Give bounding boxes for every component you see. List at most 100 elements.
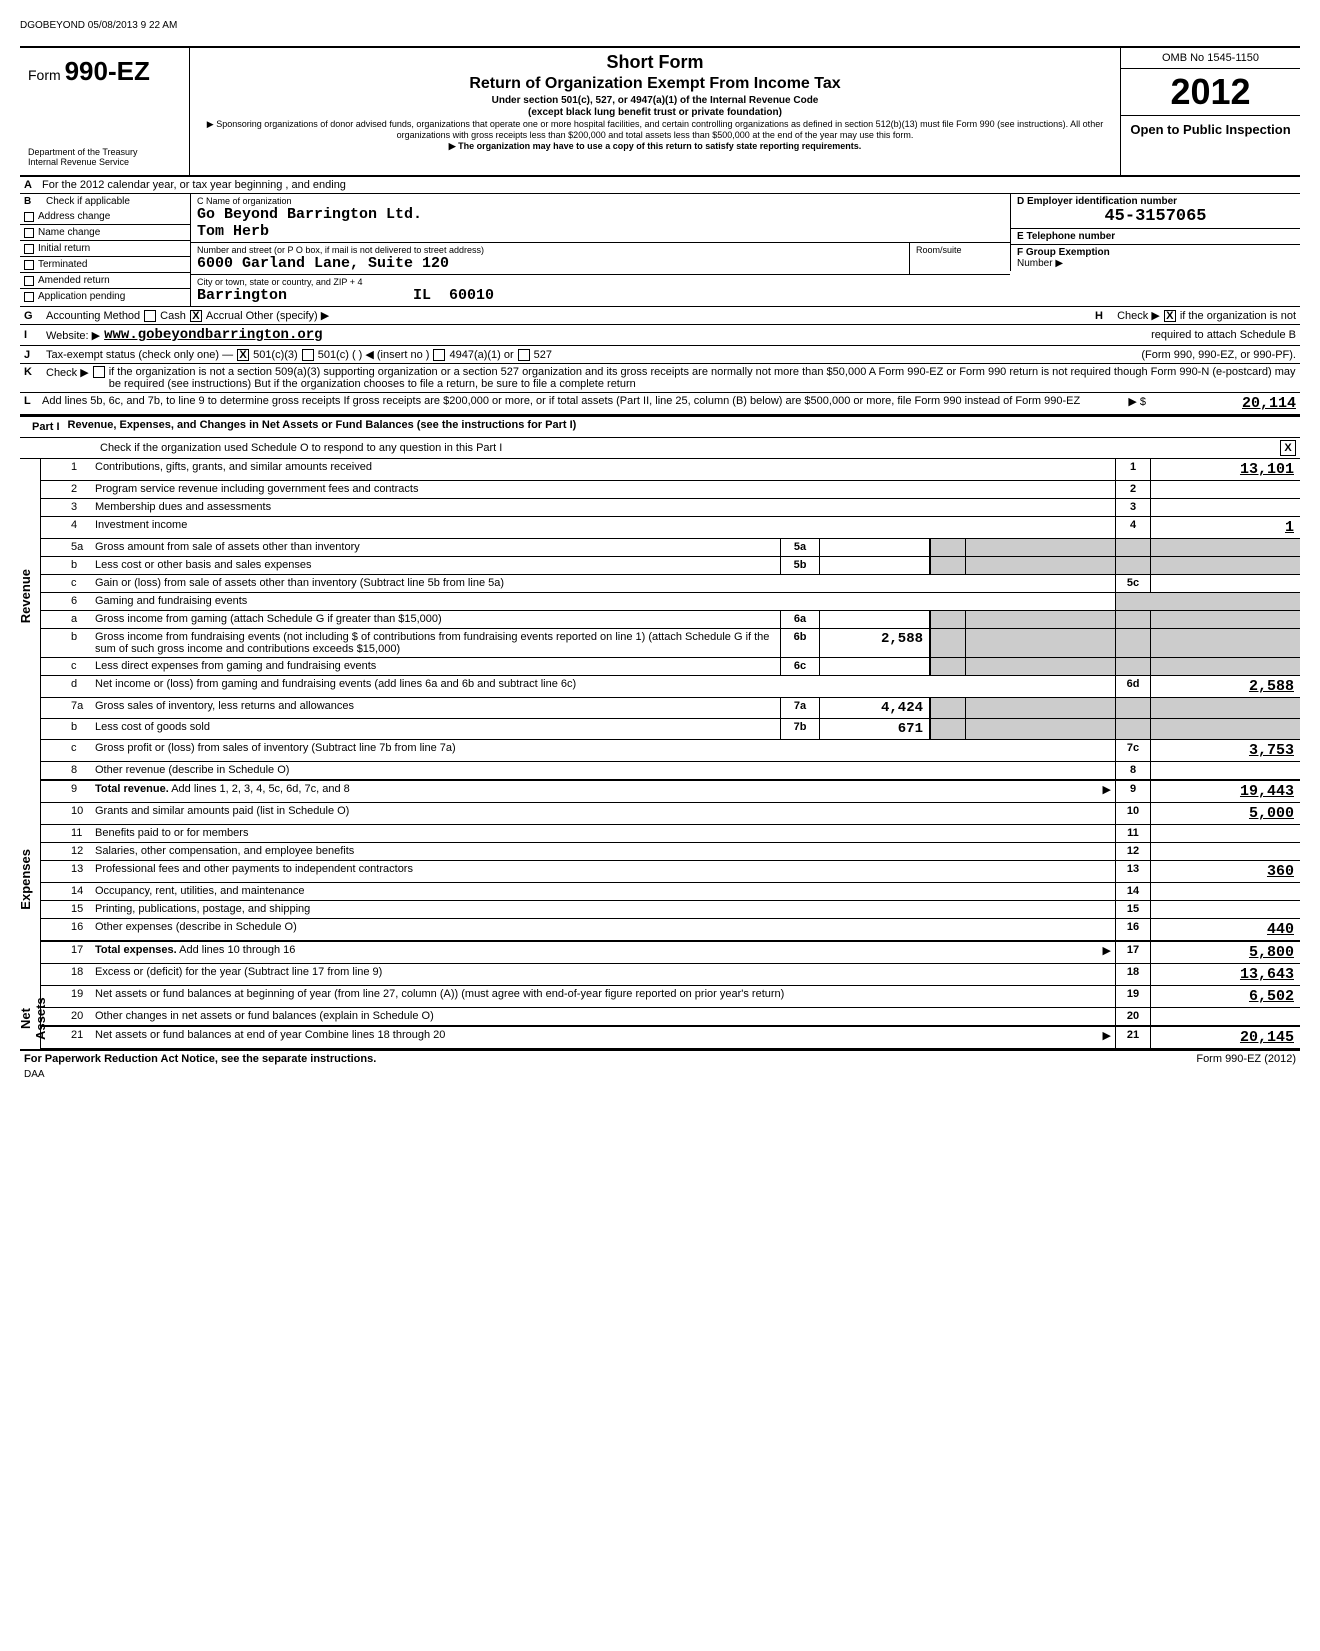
footer-form: Form 990-EZ (2012) [1196,1053,1296,1065]
shaded-val-cell [1150,658,1300,675]
table-row: aGross income from gaming (attach Schedu… [41,611,1300,629]
table-row: 10Grants and similar amounts paid (list … [41,803,1300,825]
checkbox-terminated[interactable] [24,260,34,270]
line-k: K Check ▶ if the organization is not a s… [20,364,1300,393]
table-row: 9Total revenue. Add lines 1, 2, 3, 4, 5c… [41,780,1300,803]
shaded-num-cell [930,539,965,556]
letter-b: B [24,196,42,207]
mid-row-number: 6c [780,658,820,675]
row-description: Contributions, gifts, grants, and simila… [91,459,1115,480]
line-h-check: Check ▶ [1117,309,1160,322]
right-row-value [1150,499,1300,516]
form-header: Form 990-EZ Department of the Treasury I… [20,46,1300,177]
mid-row-number: 6a [780,611,820,628]
line-h-text3: required to attach Schedule B [1151,329,1296,341]
mid-row-value [820,658,930,675]
check-address: Address change [38,211,110,222]
section-netassets-label: Net Assets [18,989,48,1049]
row-number: 5a [41,539,91,556]
right-row-value [1150,843,1300,860]
shaded-num-cell [930,611,965,628]
org-address: 6000 Garland Lane, Suite 120 [197,255,903,272]
form-header-center: Short Form Return of Organization Exempt… [190,48,1120,175]
part1-title: Revenue, Expenses, and Changes in Net As… [68,419,1296,435]
line-i-text: Website: ▶ [46,329,100,342]
shaded-val-cell [965,629,1115,657]
mid-row-value [820,611,930,628]
mid-row-number: 5a [780,539,820,556]
checkbox-schedule-b[interactable]: X [1164,310,1176,322]
table-row: 11Benefits paid to or for members11 [41,825,1300,843]
row-description: Gross income from fundraising events (no… [91,629,780,657]
checkbox-pending[interactable] [24,292,34,302]
checkbox-schedule-o[interactable]: X [1280,440,1296,456]
right-row-number: 3 [1115,499,1150,516]
line-a: A For the 2012 calendar year, or tax yea… [20,177,1300,194]
checkbox-501c3[interactable]: X [237,349,249,361]
check-terminated: Terminated [38,259,87,270]
org-name-1: Go Beyond Barrington Ltd. [197,206,1004,223]
checkbox-k[interactable] [93,366,105,378]
row-description: Benefits paid to or for members [91,825,1115,842]
right-row-number: 11 [1115,825,1150,842]
row-description: Less cost of goods sold [91,719,780,739]
row-number: 19 [41,986,91,1007]
line-h-text4: (Form 990, 990-EZ, or 990-PF). [1141,349,1296,361]
check-pending: Application pending [38,291,125,302]
checkbox-501c[interactable] [302,349,314,361]
table-row: 1Contributions, gifts, grants, and simil… [41,459,1300,481]
checkbox-initial[interactable] [24,244,34,254]
row-description: Gross amount from sale of assets other t… [91,539,780,556]
row-number: c [41,658,91,675]
right-row-value: 6,502 [1150,986,1300,1007]
mid-row-value: 671 [820,719,930,739]
checkbox-4947[interactable] [433,349,445,361]
ein-value: 45-3157065 [1017,207,1294,226]
mid-row-value: 2,588 [820,629,930,657]
table-row: 19Net assets or fund balances at beginni… [41,986,1300,1008]
line-g: G Accounting Method Cash XAccrual Other … [20,307,1300,325]
right-row-number: 13 [1115,861,1150,882]
row-number: a [41,611,91,628]
right-row-value [1150,883,1300,900]
mid-row-value: 4,424 [820,698,930,718]
shaded-num-cell [1115,611,1150,628]
row-number: d [41,676,91,697]
part1-header: Part I Revenue, Expenses, and Changes in… [20,415,1300,438]
line-g-text: Accounting Method [46,310,140,322]
row-number: 1 [41,459,91,480]
row-description: Occupancy, rent, utilities, and maintena… [91,883,1115,900]
table-row: 3Membership dues and assessments3 [41,499,1300,517]
title-short-form: Short Form [198,52,1112,73]
checkbox-accrual[interactable]: X [190,310,202,322]
right-row-number: 1 [1115,459,1150,480]
row-number: 16 [41,919,91,940]
right-row-number: 8 [1115,762,1150,779]
checkbox-527[interactable] [518,349,530,361]
right-row-value [1150,481,1300,498]
check-amended: Amended return [38,275,110,286]
checkbox-amended[interactable] [24,276,34,286]
shaded-val-cell [1150,719,1300,739]
table-row: 4Investment income41 [41,517,1300,539]
check-initial: Initial return [38,243,90,254]
arrow-icon: ▶ [1103,1029,1111,1042]
table-row: cGain or (loss) from sale of assets othe… [41,575,1300,593]
form-number: Form 990-EZ [28,56,181,87]
shaded-val-cell [965,658,1115,675]
org-name-2: Tom Herb [197,223,1004,240]
checkbox-name-change[interactable] [24,228,34,238]
row-description: Gain or (loss) from sale of assets other… [91,575,1115,592]
shaded-num-cell [1115,698,1150,718]
right-row-number: 17 [1115,942,1150,963]
right-row-value: 5,000 [1150,803,1300,824]
checkbox-cash[interactable] [144,310,156,322]
row-number: 8 [41,762,91,779]
footer: For Paperwork Reduction Act Notice, see … [20,1049,1300,1067]
table-row: bLess cost of goods sold7b671 [41,719,1300,740]
checkbox-address-change[interactable] [24,212,34,222]
right-row-number: 2 [1115,481,1150,498]
footer-daa: DAA [20,1067,1300,1082]
header-timestamp: DGOBEYOND 05/08/2013 9 22 AM [20,20,1300,31]
row-description: Net income or (loss) from gaming and fun… [91,676,1115,697]
